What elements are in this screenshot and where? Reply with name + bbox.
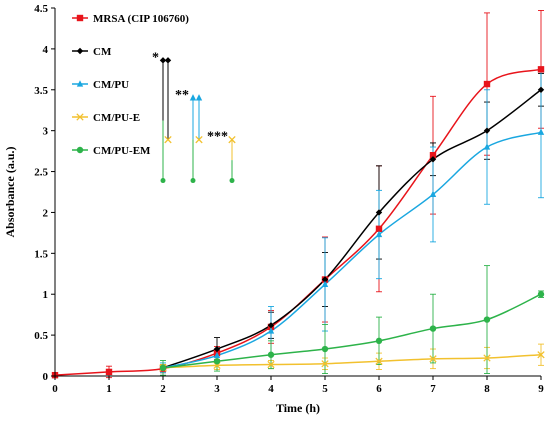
legend-swatch-marker-cm-pu-em — [76, 146, 84, 154]
legend-swatch-marker-cm-pu-e — [76, 113, 84, 121]
data-point-cm-pu-em-2 — [267, 351, 275, 358]
data-point-cm-pu-4 — [375, 230, 383, 238]
axes-layer: 0 1 2 3 4 5 6 7 8 9 0 0.5 1 1.5 2 2.5 3 3.5 4 4.5 Time (h) Ab… — [3, 3, 544, 415]
data-point-cm-pu-2 — [267, 327, 275, 334]
data-point-mrsa-cip-106760-1 — [105, 368, 113, 376]
y-axis-title: Absorbance (a.u.) — [3, 146, 17, 237]
legend-item-mrsa-cip-106760: MRSA (CIP 106760) — [72, 13, 189, 25]
data-point-cm-pu-em-3 — [321, 345, 329, 353]
x-tick-label-3: 3 — [214, 383, 220, 395]
legend-item-cm-pu: CM/PU — [72, 79, 129, 91]
data-point-mrsa-cip-106760-9 — [537, 66, 545, 73]
x-tick-label-2: 2 — [160, 383, 166, 395]
y-tick-label-4: 2 — [43, 207, 49, 219]
data-point-mrsa-cip-106760-6 — [375, 225, 383, 232]
data-point-cm-5 — [429, 156, 437, 163]
significance-bracket-1: ** — [175, 88, 203, 184]
data-point-cm-pu-3 — [321, 280, 329, 288]
significance-label-2: *** — [207, 130, 228, 145]
legend-label-mrsa-cip-106760: MRSA (CIP 106760) — [93, 13, 189, 25]
legend: MRSA (CIP 106760) CM CM/PU CM/PU-E CM/PU-EM — [72, 13, 189, 157]
data-point-cm-pu-em-6 — [483, 316, 491, 323]
data-point-cm-pu-e-5 — [429, 355, 437, 363]
legend-item-cm-pu-e: CM/PU-E — [72, 112, 140, 124]
legend-swatch-marker-cm-pu — [76, 80, 84, 87]
data-point-mrsa-cip-106760-7 — [429, 152, 437, 159]
significance-bracket-2: *** — [207, 130, 236, 184]
data-point-cm-pu-1 — [213, 351, 221, 359]
data-point-cm-4 — [375, 209, 383, 216]
x-tick-label-1: 1 — [106, 383, 112, 395]
data-point-cm-3 — [321, 276, 329, 283]
legend-label-cm: CM — [93, 46, 112, 58]
y-tick-label-9: 4.5 — [34, 3, 48, 15]
significance-label-0: * — [152, 50, 159, 65]
significance-label-1: ** — [175, 88, 189, 103]
data-point-cm-pu-e-2 — [267, 360, 275, 369]
data-point-cm-pu-em-0 — [159, 364, 167, 372]
data-point-cm-pu-e-7 — [537, 351, 545, 359]
significance-bracket-0: * — [152, 50, 172, 184]
series-line-cm-pu-e — [162, 353, 542, 369]
data-point-cm-2 — [267, 322, 275, 329]
data-point-cm-pu-e-3 — [321, 360, 329, 368]
y-tick-label-8: 4 — [43, 44, 49, 56]
legend-item-cm: CM — [72, 46, 112, 58]
legend-label-cm-pu-e: CM/PU-E — [93, 112, 140, 124]
series-lines-layer — [54, 68, 542, 376]
series-line-cm-pu-em — [162, 293, 542, 369]
y-tick-label-5: 2.5 — [34, 167, 48, 179]
data-point-cm-pu-5 — [429, 190, 437, 198]
y-tick-label-7: 3.5 — [34, 85, 48, 97]
series-line-cm — [162, 89, 542, 369]
data-point-mrsa-cip-106760-8 — [483, 80, 491, 88]
x-tick-label-6: 6 — [376, 383, 382, 395]
data-point-cm-pu-em-1 — [213, 358, 221, 365]
data-point-cm-7 — [537, 86, 545, 93]
data-point-cm-pu-6 — [483, 143, 491, 150]
significance-brackets-layer: ****** — [152, 50, 236, 184]
legend-swatch-marker-cm — [76, 47, 84, 55]
series-line-cm-pu — [162, 131, 542, 369]
y-tick-label-3: 1.5 — [34, 248, 48, 260]
legend-item-cm-pu-em: CM/PU-EM — [72, 145, 151, 157]
x-tick-label-9: 9 — [538, 383, 544, 395]
data-point-cm-pu-e-4 — [375, 357, 383, 365]
data-point-cm-pu-em-5 — [429, 325, 437, 332]
y-tick-label-0: 0 — [43, 371, 49, 383]
y-tick-label-2: 1 — [43, 289, 49, 301]
legend-label-cm-pu-em: CM/PU-EM — [93, 145, 151, 157]
x-axis-title: Time (h) — [276, 401, 320, 415]
series-markers-layer — [51, 66, 545, 379]
data-point-cm-6 — [483, 127, 491, 134]
data-point-cm-pu-em-7 — [537, 291, 545, 298]
data-point-cm-pu-em-4 — [375, 337, 383, 345]
legend-swatch-marker-mrsa-cip-106760 — [76, 14, 84, 22]
legend-label-cm-pu: CM/PU — [93, 79, 129, 91]
x-tick-label-5: 5 — [322, 383, 328, 395]
x-tick-label-7: 7 — [430, 383, 436, 395]
data-point-cm-pu-7 — [537, 128, 545, 135]
x-tick-label-4: 4 — [268, 383, 274, 395]
y-tick-label-1: 0.5 — [34, 330, 48, 342]
data-point-cm-pu-e-6 — [483, 354, 491, 362]
x-tick-label-0: 0 — [52, 383, 58, 395]
data-point-cm-1 — [213, 345, 221, 353]
y-tick-label-6: 3 — [43, 126, 49, 138]
x-tick-label-8: 8 — [484, 383, 490, 395]
error-bars-layer — [52, 10, 544, 379]
